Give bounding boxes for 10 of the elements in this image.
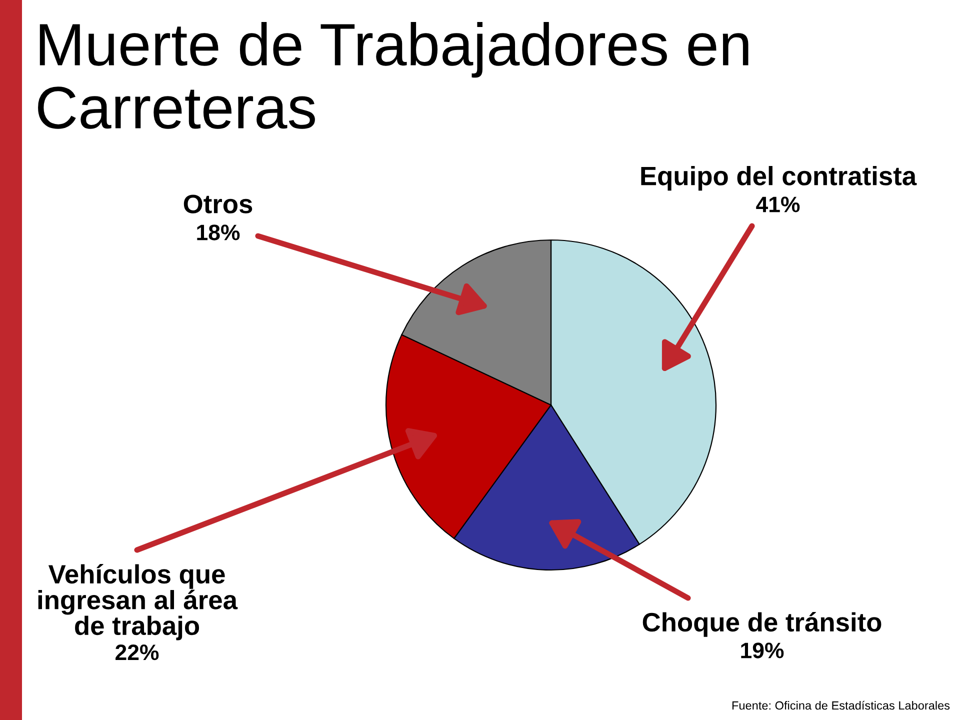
slice-label: Otros	[184, 194, 252, 214]
data-label: 19%	[741, 642, 784, 658]
data-label: 18%	[197, 224, 240, 240]
source-note: Fuente: Oficina de Estadísticas Laborales	[732, 700, 950, 710]
slice-label: Vehículos que ingresan al área de trabajo	[38, 564, 238, 640]
data-label: 22%	[116, 644, 159, 660]
chart-title: Muerte de Trabajadores en Carreteras	[38, 22, 748, 129]
slice-label: Choque de tránsito	[642, 612, 882, 637]
slice-label: Equipo del contratista	[641, 166, 917, 191]
data-label: 41%	[756, 196, 800, 212]
